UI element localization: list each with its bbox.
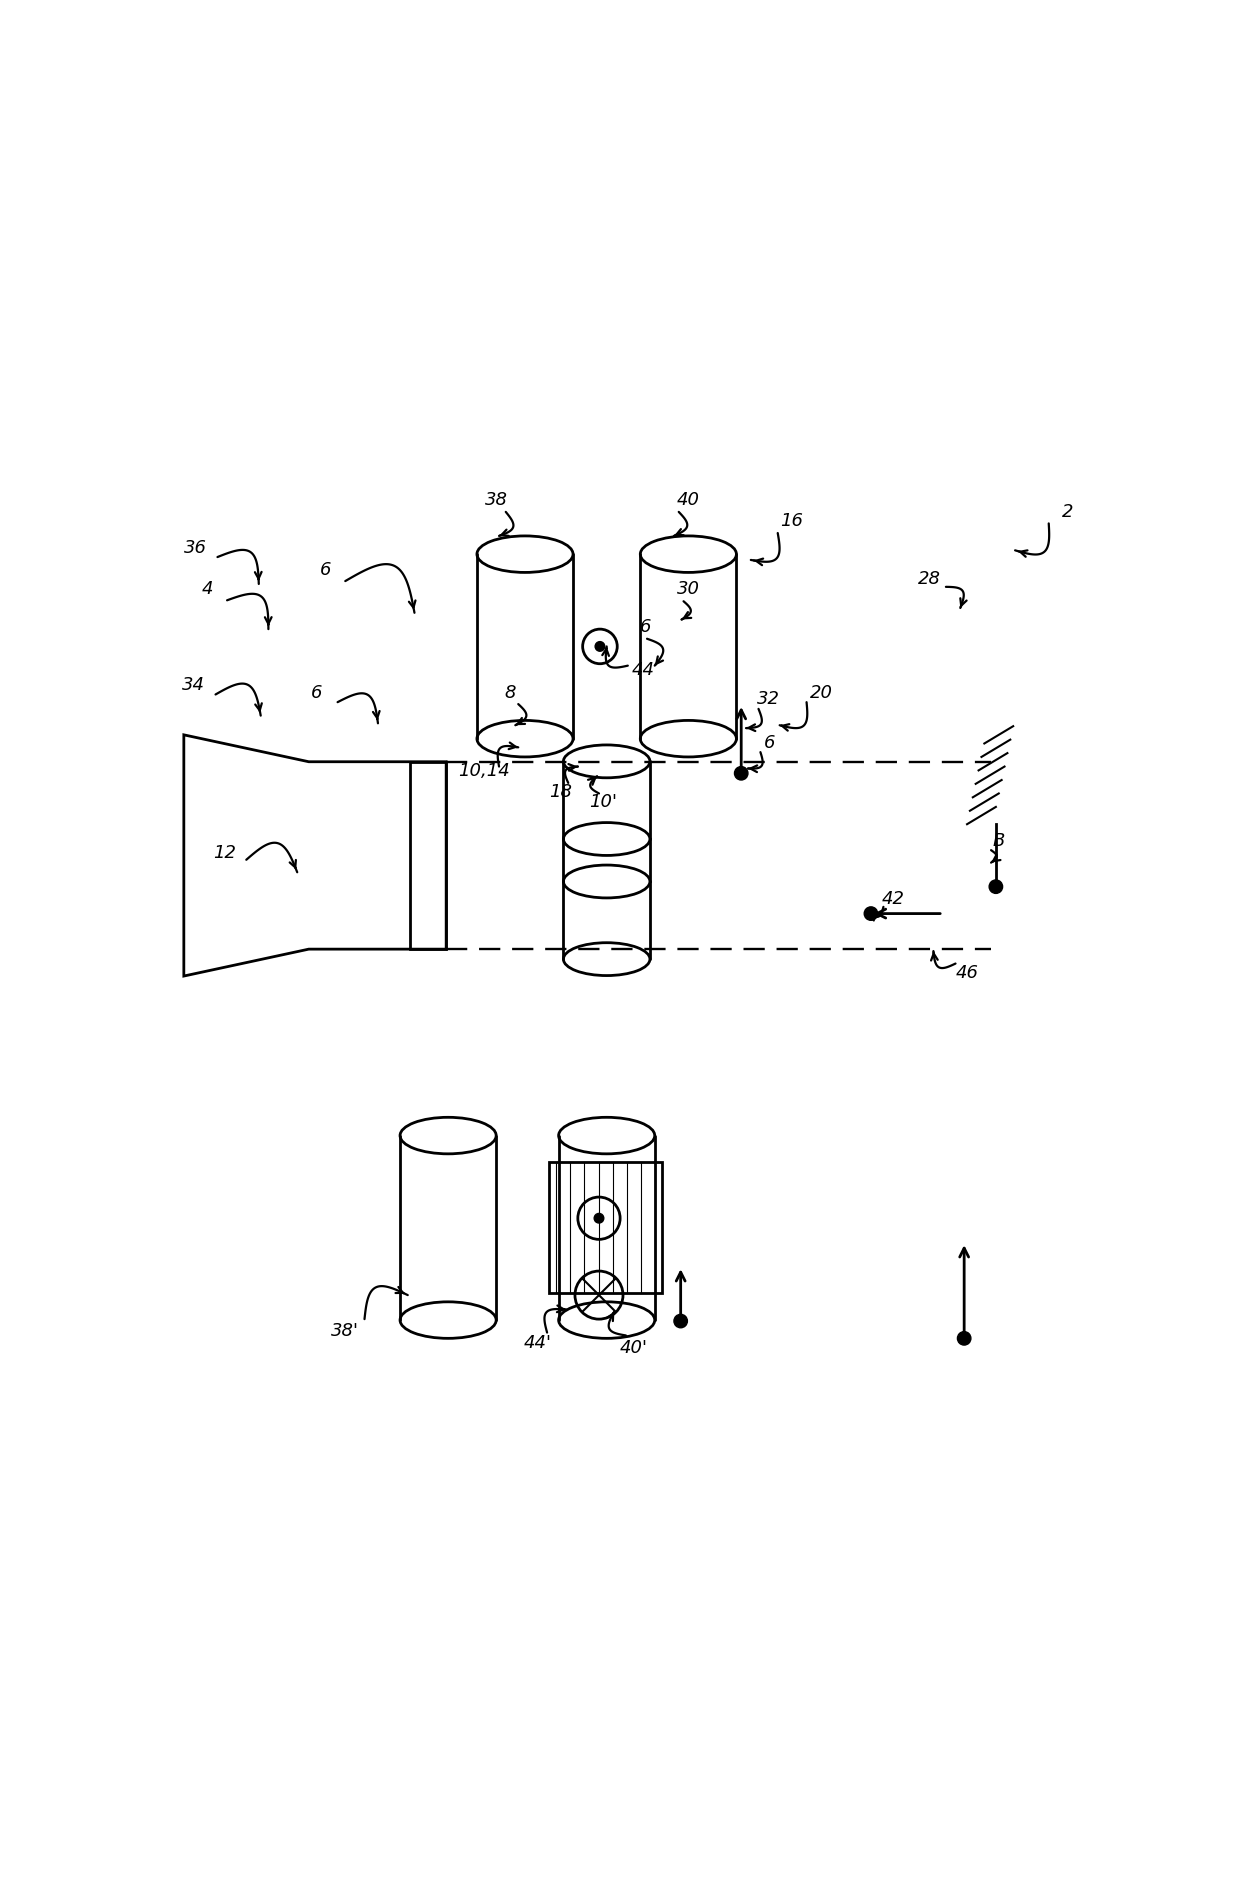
Text: 38: 38 <box>485 491 507 510</box>
Text: 18: 18 <box>549 784 572 801</box>
Text: 28: 28 <box>918 570 941 587</box>
Circle shape <box>957 1332 971 1345</box>
Text: 6: 6 <box>764 733 776 752</box>
Text: B: B <box>992 831 1004 850</box>
Text: 20: 20 <box>810 684 832 701</box>
Circle shape <box>990 880 1003 893</box>
Text: 30: 30 <box>677 580 699 597</box>
Text: 6: 6 <box>311 684 322 701</box>
Bar <box>409 761 446 948</box>
Circle shape <box>734 767 748 780</box>
Text: 46: 46 <box>956 963 978 982</box>
Circle shape <box>864 907 878 920</box>
Text: 6: 6 <box>320 561 332 578</box>
Text: 36: 36 <box>184 540 207 557</box>
Text: 40: 40 <box>677 491 699 510</box>
Text: 44: 44 <box>631 661 655 680</box>
Text: 16: 16 <box>780 512 802 531</box>
Text: 32: 32 <box>756 689 780 708</box>
Text: 8: 8 <box>505 684 516 701</box>
Text: 10,14: 10,14 <box>458 763 510 780</box>
Text: 6: 6 <box>640 618 651 637</box>
Text: 4: 4 <box>202 580 213 597</box>
Text: 34: 34 <box>182 676 205 693</box>
Text: 38': 38' <box>331 1322 360 1339</box>
Circle shape <box>675 1315 687 1328</box>
Text: 40': 40' <box>620 1339 647 1356</box>
Text: 12: 12 <box>213 844 236 861</box>
Circle shape <box>594 1213 604 1222</box>
Bar <box>549 1162 662 1294</box>
Text: 10': 10' <box>589 793 616 810</box>
Text: 2: 2 <box>1063 502 1074 521</box>
Text: 42: 42 <box>882 890 904 909</box>
Text: 44': 44' <box>523 1334 552 1353</box>
Circle shape <box>595 642 605 652</box>
